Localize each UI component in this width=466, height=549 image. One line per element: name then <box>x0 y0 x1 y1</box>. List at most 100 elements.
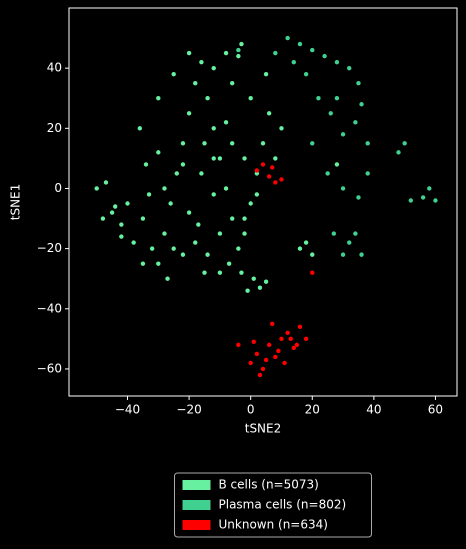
point <box>103 180 109 185</box>
point <box>270 165 275 170</box>
legend-swatch <box>182 500 211 510</box>
x-tick-label: 0 <box>247 403 255 417</box>
legend-swatch <box>182 480 211 490</box>
point <box>112 204 118 209</box>
point <box>266 111 272 116</box>
point <box>340 186 346 191</box>
point <box>273 50 278 56</box>
y-tick-label: −60 <box>37 361 62 375</box>
point <box>263 71 269 77</box>
point <box>260 141 266 146</box>
point <box>156 261 161 266</box>
point <box>356 195 361 200</box>
plot-frame <box>68 7 458 397</box>
legend-swatch <box>182 520 211 530</box>
legend-label: Unknown (n=634) <box>219 518 328 532</box>
point <box>131 240 136 245</box>
point <box>171 71 176 77</box>
point <box>328 111 333 116</box>
point <box>140 216 146 221</box>
point <box>297 246 303 251</box>
point <box>211 156 216 161</box>
point <box>331 231 337 236</box>
point <box>199 171 204 176</box>
point <box>297 41 303 47</box>
y-tick-label: −40 <box>37 301 62 315</box>
point <box>303 336 309 342</box>
point <box>334 96 340 101</box>
legend-label: B cells (n=5073) <box>219 478 319 492</box>
point <box>223 120 229 125</box>
point <box>242 156 247 161</box>
x-tick-label: 20 <box>305 403 320 417</box>
point <box>291 59 296 65</box>
point <box>242 216 247 221</box>
point <box>193 240 198 245</box>
point <box>251 339 256 345</box>
point <box>260 162 266 167</box>
point <box>236 342 241 348</box>
point <box>427 186 432 191</box>
point <box>266 174 272 179</box>
point <box>365 171 370 176</box>
point <box>340 252 346 257</box>
point <box>248 360 253 366</box>
point <box>408 198 414 203</box>
point <box>137 126 143 131</box>
point <box>202 141 207 146</box>
point <box>359 102 364 107</box>
point <box>165 276 170 281</box>
point <box>211 192 216 197</box>
point <box>310 47 315 53</box>
y-tick-label: 0 <box>54 181 62 195</box>
point <box>239 41 244 47</box>
point <box>180 162 186 167</box>
point <box>94 186 99 191</box>
point <box>217 270 223 275</box>
y-tick-label: −20 <box>37 241 62 255</box>
point <box>140 261 146 266</box>
point <box>223 50 229 56</box>
point <box>266 342 272 348</box>
point <box>294 342 300 348</box>
point <box>310 252 315 257</box>
x-axis-label: tSNE2 <box>245 422 282 436</box>
point <box>242 231 247 236</box>
point <box>186 210 192 215</box>
point <box>433 198 438 203</box>
point <box>217 231 223 236</box>
point <box>356 80 361 86</box>
point <box>186 111 192 116</box>
point <box>162 231 167 236</box>
point <box>119 222 124 227</box>
point <box>149 246 155 251</box>
point <box>211 126 216 131</box>
point <box>316 96 321 101</box>
point <box>119 234 124 239</box>
point <box>226 261 232 266</box>
point <box>109 210 115 215</box>
point <box>156 150 161 155</box>
point <box>285 35 290 41</box>
point <box>310 270 315 275</box>
point <box>202 270 207 275</box>
point <box>254 171 260 176</box>
point <box>254 168 260 173</box>
point <box>180 252 186 257</box>
point <box>263 357 269 363</box>
point <box>162 186 167 191</box>
point <box>334 59 340 65</box>
point <box>168 201 173 206</box>
point <box>402 141 407 146</box>
point <box>396 150 401 155</box>
point <box>279 336 284 342</box>
point <box>248 201 253 206</box>
legend-frame <box>174 472 372 538</box>
point <box>257 285 263 290</box>
point <box>251 276 256 281</box>
point <box>174 171 179 176</box>
point <box>325 171 330 176</box>
point <box>353 231 358 236</box>
